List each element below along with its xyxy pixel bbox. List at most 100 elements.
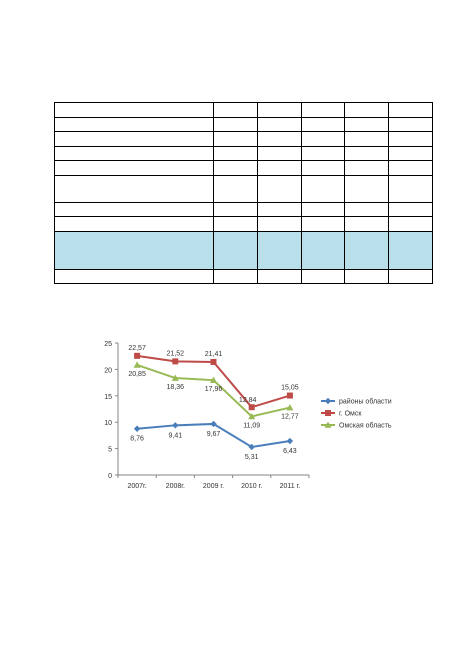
table-cell bbox=[213, 131, 258, 147]
y-tick-label: 15 bbox=[104, 394, 112, 401]
table-cell bbox=[388, 145, 433, 161]
table-cell bbox=[344, 131, 390, 147]
legend-marker bbox=[324, 397, 332, 405]
data-label: 21,52 bbox=[167, 350, 185, 357]
table-cell bbox=[256, 116, 302, 132]
table-cell bbox=[256, 160, 302, 176]
data-label: 18,36 bbox=[167, 384, 185, 391]
table-row bbox=[54, 102, 433, 118]
table-cell bbox=[54, 160, 214, 176]
table-cell bbox=[388, 116, 433, 132]
table-cell bbox=[300, 216, 346, 232]
data-point bbox=[286, 392, 293, 399]
legend-marker bbox=[324, 421, 332, 428]
table-row bbox=[54, 160, 433, 176]
data-point bbox=[286, 404, 294, 411]
data-point bbox=[172, 358, 179, 365]
table-cell bbox=[256, 268, 302, 284]
data-label: 21,41 bbox=[205, 351, 223, 358]
data-point bbox=[133, 425, 141, 432]
table-cell bbox=[388, 216, 433, 232]
table-cell bbox=[388, 160, 433, 176]
data-label: 12,84 bbox=[239, 397, 257, 404]
data-point bbox=[248, 412, 256, 420]
table-cell bbox=[344, 216, 390, 232]
table-cell bbox=[54, 216, 214, 232]
table-cell bbox=[344, 268, 390, 284]
data-label: 5,31 bbox=[245, 454, 259, 461]
data-point bbox=[248, 404, 255, 411]
x-tick-label: 2010 г. bbox=[241, 483, 262, 490]
table-cell bbox=[256, 230, 302, 270]
x-tick-label: 2007г. bbox=[127, 483, 146, 490]
table-row bbox=[54, 201, 433, 217]
table-cell bbox=[344, 201, 390, 217]
data-label: 15,05 bbox=[281, 385, 299, 392]
table-cell bbox=[388, 131, 433, 147]
table-cell bbox=[300, 116, 346, 132]
table-cell bbox=[300, 145, 346, 161]
table-cell bbox=[213, 160, 258, 176]
data-point bbox=[172, 422, 179, 429]
table-cell bbox=[388, 230, 433, 270]
table-row bbox=[54, 131, 433, 147]
table-cell bbox=[54, 230, 214, 270]
table-cell bbox=[54, 145, 214, 161]
table-row bbox=[54, 145, 433, 161]
table-cell bbox=[388, 102, 433, 118]
data-point bbox=[210, 420, 217, 428]
table-row bbox=[54, 116, 433, 132]
table-cell bbox=[344, 160, 390, 176]
table-cell bbox=[256, 174, 302, 203]
legend-label: г. Омск bbox=[339, 411, 362, 418]
y-tick-label: 20 bbox=[104, 367, 112, 374]
table-cell bbox=[344, 116, 390, 132]
table-cell bbox=[213, 230, 258, 270]
table-cell bbox=[54, 131, 214, 147]
table-cell bbox=[300, 268, 346, 284]
table-cell bbox=[256, 201, 302, 217]
line-chart: 0 5 10 15 20 25 2007г. 2008г. 2009 г. 2010 г. 2011… bbox=[104, 341, 392, 490]
table-cell bbox=[213, 174, 258, 203]
table-cell bbox=[300, 131, 346, 147]
data-point bbox=[248, 443, 255, 451]
table-row bbox=[54, 268, 433, 284]
table-cell bbox=[300, 174, 346, 203]
data-label: 12,77 bbox=[281, 414, 299, 421]
table-cell bbox=[344, 230, 390, 270]
data-label: 22,57 bbox=[128, 345, 146, 352]
table-row bbox=[54, 174, 433, 203]
table-cell bbox=[54, 268, 214, 284]
table-cell bbox=[54, 174, 214, 203]
table-cell bbox=[213, 216, 258, 232]
y-tick-label: 25 bbox=[104, 341, 112, 348]
y-tick-label: 10 bbox=[104, 420, 112, 427]
table-cell bbox=[213, 102, 258, 118]
x-tick-label: 2009 г. bbox=[203, 483, 224, 490]
table-cell bbox=[300, 160, 346, 176]
table-cell bbox=[344, 174, 390, 203]
x-tick-label: 2011 г. bbox=[280, 483, 301, 490]
table-cell bbox=[300, 201, 346, 217]
y-tick-label: 0 bbox=[108, 473, 112, 480]
table-row bbox=[54, 230, 433, 270]
table-cell bbox=[256, 216, 302, 232]
table-cell bbox=[388, 174, 433, 203]
data-point bbox=[133, 361, 141, 368]
data-label: 11,09 bbox=[243, 422, 260, 429]
data-label: 17,96 bbox=[205, 386, 223, 393]
y-tick-label: 5 bbox=[108, 447, 112, 454]
table-cell bbox=[213, 268, 258, 284]
table-cell bbox=[300, 102, 346, 118]
data-point bbox=[210, 358, 217, 365]
table-cell bbox=[300, 230, 346, 270]
table-cell bbox=[256, 102, 302, 118]
table-cell bbox=[388, 268, 433, 284]
x-tick-label: 2008г. bbox=[166, 483, 185, 490]
data-point bbox=[210, 376, 217, 383]
data-label: 6,43 bbox=[283, 448, 297, 455]
table-cell bbox=[213, 145, 258, 161]
table-cell bbox=[256, 131, 302, 147]
data-point bbox=[286, 437, 294, 445]
data-point bbox=[134, 352, 141, 359]
